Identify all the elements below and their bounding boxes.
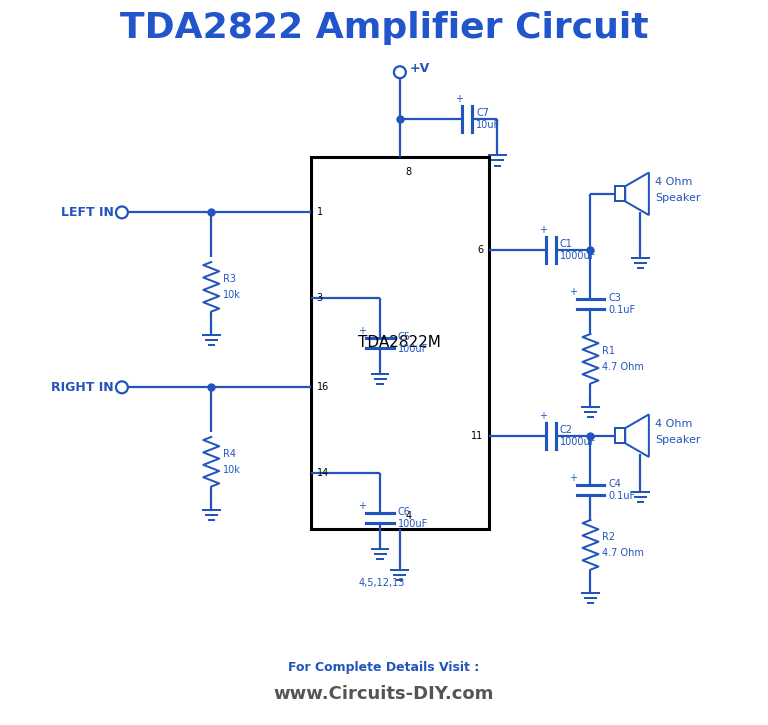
Text: R1: R1: [602, 346, 615, 356]
Bar: [615, 428, 625, 443]
Text: For Complete Details Visit :: For Complete Details Visit :: [288, 661, 480, 674]
Text: 4: 4: [406, 511, 412, 521]
Text: TDA2822M: TDA2822M: [359, 335, 442, 350]
Text: C3: C3: [608, 293, 621, 303]
Text: 0.1uF: 0.1uF: [608, 305, 635, 315]
Text: C5: C5: [398, 332, 411, 341]
Text: 1: 1: [316, 207, 323, 218]
Text: 4.7 Ohm: 4.7 Ohm: [602, 548, 644, 558]
Text: C2: C2: [560, 425, 573, 435]
Text: 1000uF: 1000uF: [560, 251, 596, 260]
Text: C4: C4: [608, 479, 621, 489]
Polygon shape: [625, 415, 649, 457]
Text: 4 Ohm: 4 Ohm: [655, 177, 693, 187]
Text: R4: R4: [223, 449, 237, 459]
Text: 4 Ohm: 4 Ohm: [655, 419, 693, 428]
Text: C6: C6: [398, 507, 411, 517]
Text: C1: C1: [560, 239, 573, 249]
Text: 16: 16: [316, 382, 329, 392]
Text: R3: R3: [223, 274, 237, 284]
Text: 10k: 10k: [223, 465, 241, 475]
Text: 11: 11: [471, 431, 483, 441]
Text: +: +: [358, 500, 366, 510]
Text: +: +: [568, 473, 577, 484]
Text: 10k: 10k: [223, 290, 241, 299]
Text: C7: C7: [476, 108, 489, 118]
Text: +: +: [358, 326, 366, 336]
Bar: [310, 157, 489, 529]
Text: RIGHT IN: RIGHT IN: [51, 381, 114, 394]
Text: +: +: [568, 287, 577, 297]
Text: 10uF: 10uF: [476, 120, 501, 130]
Polygon shape: [625, 173, 649, 215]
Text: 6: 6: [477, 244, 483, 254]
Text: 4,5,12,13: 4,5,12,13: [358, 579, 405, 588]
Text: LEFT IN: LEFT IN: [61, 206, 114, 219]
Text: R2: R2: [602, 532, 615, 542]
Text: TDA2822 Amplifier Circuit: TDA2822 Amplifier Circuit: [120, 11, 648, 44]
Text: 8: 8: [406, 167, 412, 176]
Bar: [615, 186, 625, 202]
Text: +: +: [539, 411, 547, 420]
Text: +: +: [539, 225, 547, 235]
Text: 0.1uF: 0.1uF: [608, 492, 635, 501]
Text: 100uF: 100uF: [398, 518, 428, 529]
Text: 3: 3: [316, 293, 323, 303]
Text: 14: 14: [316, 468, 329, 478]
Text: www.Circuits-DIY.com: www.Circuits-DIY.com: [274, 685, 494, 703]
Text: Speaker: Speaker: [655, 193, 700, 203]
Text: +V: +V: [410, 62, 430, 75]
Text: Speaker: Speaker: [655, 435, 700, 444]
Text: 1000uF: 1000uF: [560, 436, 596, 447]
Text: 4.7 Ohm: 4.7 Ohm: [602, 362, 644, 372]
Text: +: +: [455, 94, 463, 104]
Text: 100uF: 100uF: [398, 344, 428, 354]
